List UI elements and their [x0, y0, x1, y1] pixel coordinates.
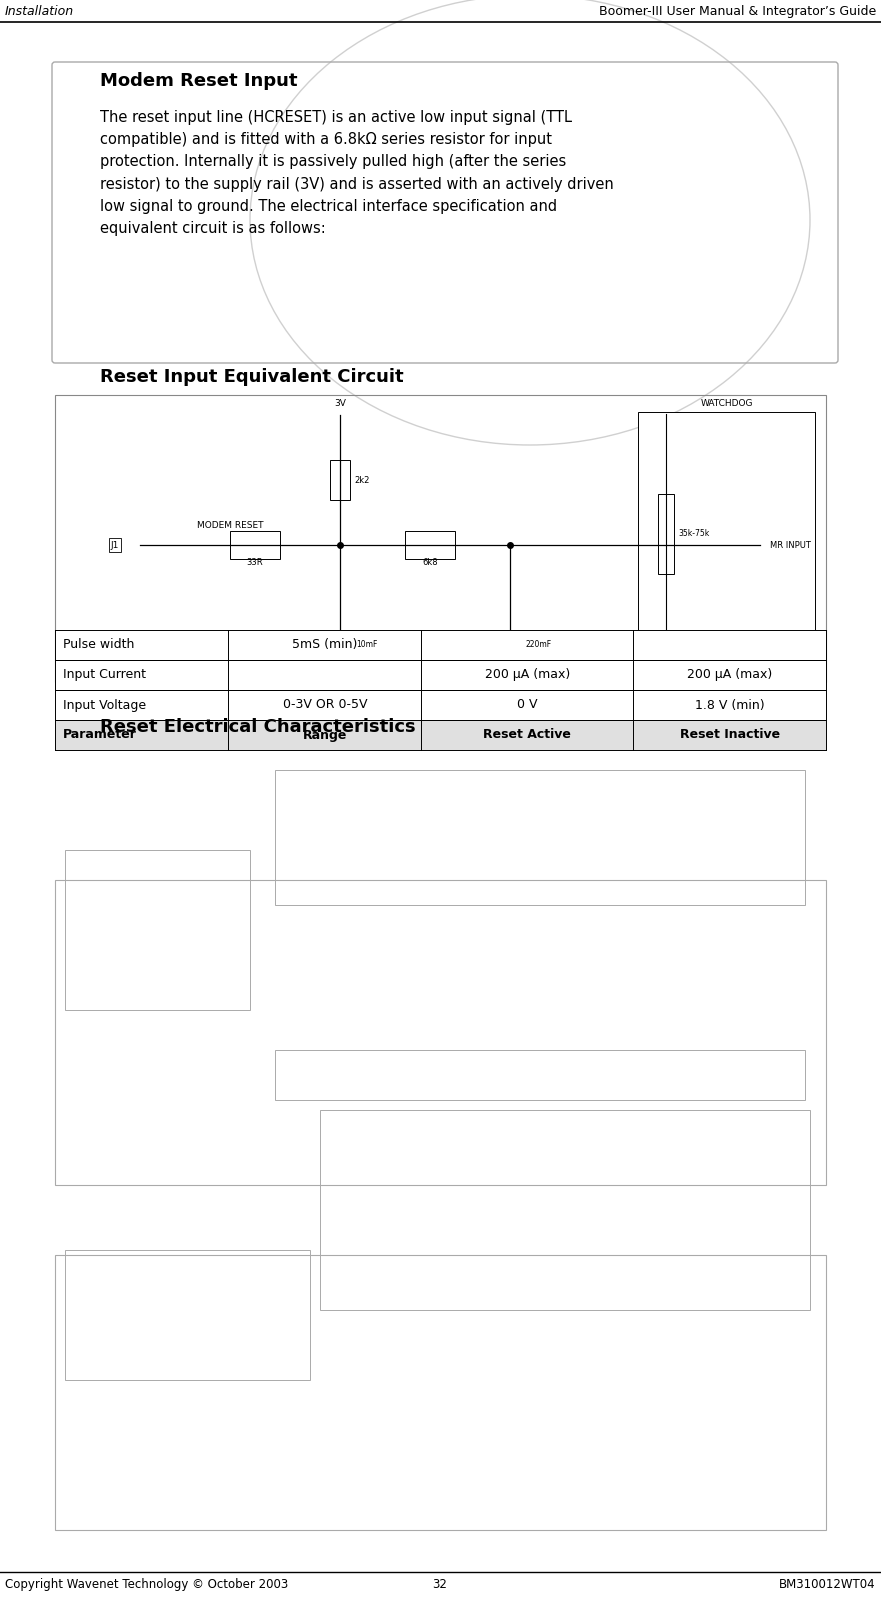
Bar [65, 1250, 310, 1379]
Text: 33R: 33R [247, 558, 263, 566]
Text: 200 µA (max): 200 µA (max) [687, 669, 773, 682]
Text: Reset Input Equivalent Circuit: Reset Input Equivalent Circuit [100, 367, 403, 387]
Bar [275, 1051, 805, 1100]
Bar [55, 630, 826, 659]
Text: Installation: Installation [5, 5, 74, 18]
Text: Reset Active: Reset Active [484, 728, 571, 741]
Text: Boomer-III User Manual & Integrator’s Guide: Boomer-III User Manual & Integrator’s Gu… [599, 5, 876, 18]
Text: 6k8: 6k8 [422, 558, 438, 566]
Text: Reset Electrical Characteristics: Reset Electrical Characteristics [100, 719, 416, 736]
Text: 220mF: 220mF [526, 640, 552, 648]
Text: 35k-75k: 35k-75k [678, 529, 709, 539]
Bar [330, 460, 350, 500]
Text: Pulse width: Pulse width [63, 638, 135, 651]
Bar [55, 720, 826, 751]
Bar [320, 1110, 810, 1310]
Text: Reset Inactive: Reset Inactive [679, 728, 780, 741]
Text: 5mS (min): 5mS (min) [292, 638, 358, 651]
Text: 200 µA (max): 200 µA (max) [485, 669, 570, 682]
Text: 2k2: 2k2 [354, 475, 369, 484]
Bar [658, 494, 674, 574]
Text: 1.8 V (min): 1.8 V (min) [695, 698, 765, 712]
Bar [65, 850, 250, 1011]
Text: 10mF: 10mF [356, 640, 377, 648]
Text: The reset input line (HCRESET) is an active low input signal (TTL
compatible) an: The reset input line (HCRESET) is an act… [100, 111, 614, 236]
Bar [55, 395, 826, 682]
Text: Modem Reset Input: Modem Reset Input [100, 72, 298, 90]
Bar [55, 881, 826, 1185]
Text: 0-3V OR 0-5V: 0-3V OR 0-5V [283, 698, 367, 712]
Text: MR INPUT: MR INPUT [770, 541, 811, 550]
Bar [230, 531, 280, 560]
Text: WATCHDOG: WATCHDOG [700, 399, 752, 407]
Text: Input Current: Input Current [63, 669, 146, 682]
Bar [638, 412, 815, 672]
Bar [405, 531, 455, 560]
Text: 3V: 3V [334, 399, 346, 407]
Bar [55, 1254, 826, 1530]
Text: J1: J1 [111, 541, 119, 550]
Text: Parameter: Parameter [63, 728, 137, 741]
Text: 32: 32 [433, 1578, 448, 1591]
Text: Input Voltage: Input Voltage [63, 698, 146, 712]
Text: Range: Range [303, 728, 347, 741]
Bar [55, 690, 826, 720]
Text: 0 V: 0 V [517, 698, 537, 712]
Bar [275, 770, 805, 905]
Bar [55, 659, 826, 690]
Text: BM310012WT04: BM310012WT04 [780, 1578, 876, 1591]
Text: MODEM RESET: MODEM RESET [196, 521, 263, 529]
Text: Copyright Wavenet Technology © October 2003: Copyright Wavenet Technology © October 2… [5, 1578, 288, 1591]
